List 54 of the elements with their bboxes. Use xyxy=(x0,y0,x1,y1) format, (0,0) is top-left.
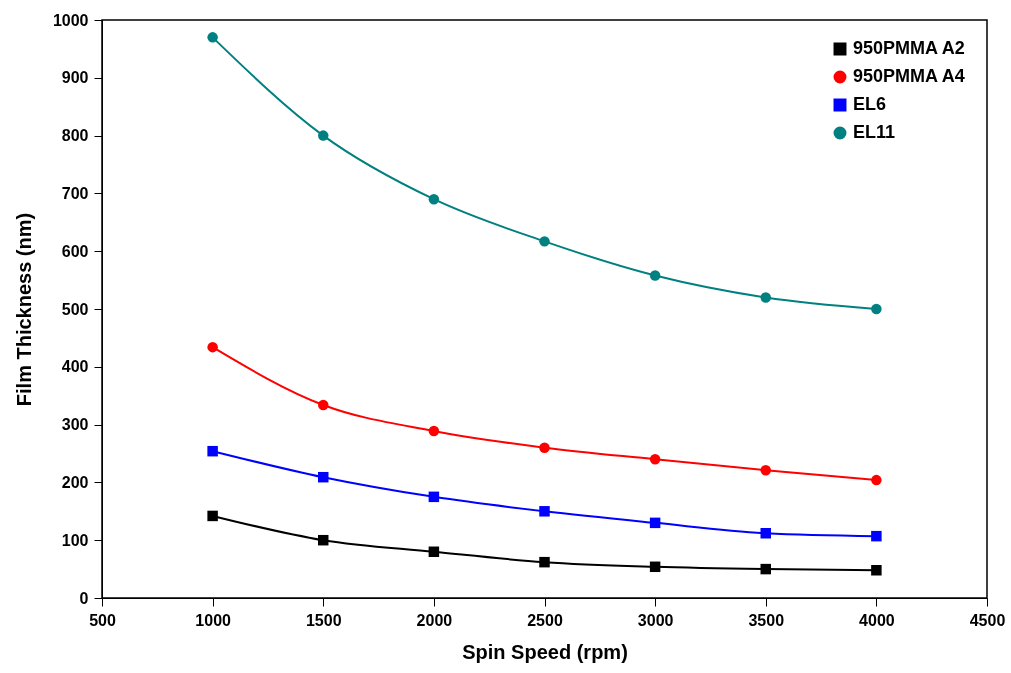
point xyxy=(760,528,771,539)
x-tick-label: 1000 xyxy=(195,611,232,629)
y-tick-label: 500 xyxy=(61,300,89,318)
x-tick-label: 500 xyxy=(89,611,116,629)
x-tick-label: 4000 xyxy=(859,611,895,629)
point xyxy=(428,491,440,503)
point xyxy=(760,292,771,303)
x-tick-label: 3500 xyxy=(748,611,785,629)
x-tick-label: 2500 xyxy=(527,611,563,629)
point xyxy=(207,32,218,43)
legend-label: 950PMMA A4 xyxy=(853,66,965,86)
x-tick-label: 3000 xyxy=(637,611,674,629)
y-tick-label: 800 xyxy=(61,127,89,145)
point xyxy=(428,546,440,557)
y-tick-label: 200 xyxy=(61,473,89,491)
point xyxy=(318,399,329,411)
legend-label: 950PMMA A2 xyxy=(853,38,965,58)
y-tick-label: 1000 xyxy=(52,11,89,29)
point xyxy=(760,563,771,575)
point xyxy=(428,193,440,205)
x-axis-title: Spin Speed (rpm) xyxy=(462,640,628,663)
x-tick-label: 2000 xyxy=(416,611,453,629)
point xyxy=(318,130,329,141)
y-tick-label: 700 xyxy=(61,184,89,202)
y-tick-label: 0 xyxy=(79,589,89,607)
point xyxy=(207,445,218,457)
point xyxy=(539,236,550,247)
legend-label: EL6 xyxy=(853,94,887,114)
point xyxy=(760,465,771,476)
point xyxy=(649,270,661,281)
point xyxy=(539,506,550,517)
legend-label: EL11 xyxy=(853,122,896,142)
x-tick-label: 1500 xyxy=(305,611,342,629)
point xyxy=(539,442,550,453)
point xyxy=(428,425,440,437)
point xyxy=(649,561,661,573)
point xyxy=(207,341,218,353)
y-tick-label: 300 xyxy=(61,416,89,434)
x-tick-label: 4500 xyxy=(969,611,1006,629)
point xyxy=(207,510,218,522)
point xyxy=(318,471,329,483)
point xyxy=(871,474,882,486)
point xyxy=(649,454,661,465)
y-tick-label: 900 xyxy=(61,69,89,87)
y-axis-title: Film Thickness (nm) xyxy=(12,212,35,407)
point xyxy=(539,556,550,568)
point xyxy=(649,517,661,529)
y-tick-label: 600 xyxy=(61,242,89,260)
point xyxy=(871,530,882,542)
point xyxy=(318,534,329,546)
point xyxy=(871,303,882,315)
y-tick-label: 400 xyxy=(61,358,89,376)
y-tick-label: 100 xyxy=(61,531,89,549)
point xyxy=(871,565,882,576)
